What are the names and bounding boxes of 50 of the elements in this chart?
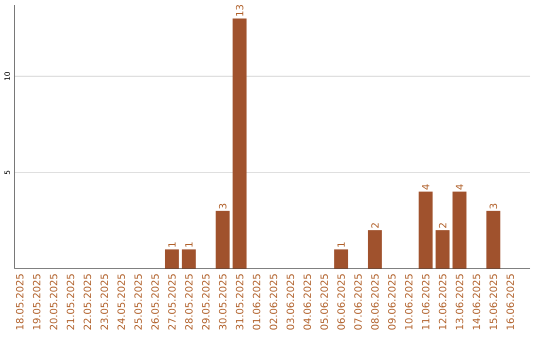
data-label: 4 <box>422 184 430 190</box>
x-tick-label: 26.05.2025 <box>151 274 159 330</box>
data-label: 4 <box>456 184 464 190</box>
x-tick-label: 09.06.2025 <box>388 274 396 330</box>
bar <box>334 249 348 269</box>
x-tick-label: 06.06.2025 <box>337 274 345 330</box>
x-tick-label: 18.05.2025 <box>16 274 24 330</box>
x-tick-label: 30.05.2025 <box>218 274 226 330</box>
x-tick-label: 16.06.2025 <box>506 274 514 330</box>
x-tick-label: 07.06.2025 <box>354 274 362 330</box>
x-tick-label: 29.05.2025 <box>202 274 210 330</box>
data-label: 1 <box>168 242 176 247</box>
x-tick-label: 14.06.2025 <box>472 274 480 330</box>
data-label: 1 <box>185 242 192 247</box>
x-tick-label: 24.05.2025 <box>117 274 125 330</box>
x-tick-label: 13.06.2025 <box>456 274 464 330</box>
x-tick-label: 31.05.2025 <box>236 274 244 330</box>
data-label: 1 <box>337 242 345 247</box>
bar <box>232 18 247 269</box>
x-tick-label: 19.05.2025 <box>32 274 40 330</box>
x-tick-label: 08.06.2025 <box>371 274 379 330</box>
x-tick-label: 11.06.2025 <box>422 274 430 330</box>
bar <box>164 249 179 269</box>
bar <box>216 210 230 269</box>
x-tick-label: 10.06.2025 <box>404 274 413 330</box>
x-tick-label: 12.06.2025 <box>438 274 446 330</box>
bar <box>418 192 433 269</box>
bar <box>368 230 382 269</box>
x-tick-label: 03.06.2025 <box>286 274 294 330</box>
data-label: 2 <box>371 223 379 228</box>
x-tick-label: 28.05.2025 <box>185 274 193 330</box>
bar <box>182 249 196 269</box>
x-tick-label: 04.06.2025 <box>304 274 312 330</box>
x-tick-label: 15.06.2025 <box>490 274 498 330</box>
x-tick-label: 23.05.2025 <box>100 274 108 330</box>
x-tick-label: 25.05.2025 <box>134 274 142 330</box>
bar <box>452 192 466 269</box>
x-tick-label: 02.06.2025 <box>270 274 278 330</box>
x-tick-label: 01.06.2025 <box>252 274 260 330</box>
x-tick-label: 21.05.2025 <box>66 274 74 330</box>
bar <box>486 210 500 269</box>
x-tick-label: 05.06.2025 <box>320 274 328 330</box>
data-label: 13 <box>236 4 244 16</box>
bar <box>436 230 450 269</box>
data-label: 2 <box>438 223 446 228</box>
data-label: 3 <box>490 204 498 208</box>
data-label: 3 <box>218 204 226 208</box>
x-tick-label: 27.05.2025 <box>168 274 176 330</box>
x-tick-label: 20.05.2025 <box>50 274 58 330</box>
x-tick-label: 22.05.2025 <box>84 274 92 330</box>
